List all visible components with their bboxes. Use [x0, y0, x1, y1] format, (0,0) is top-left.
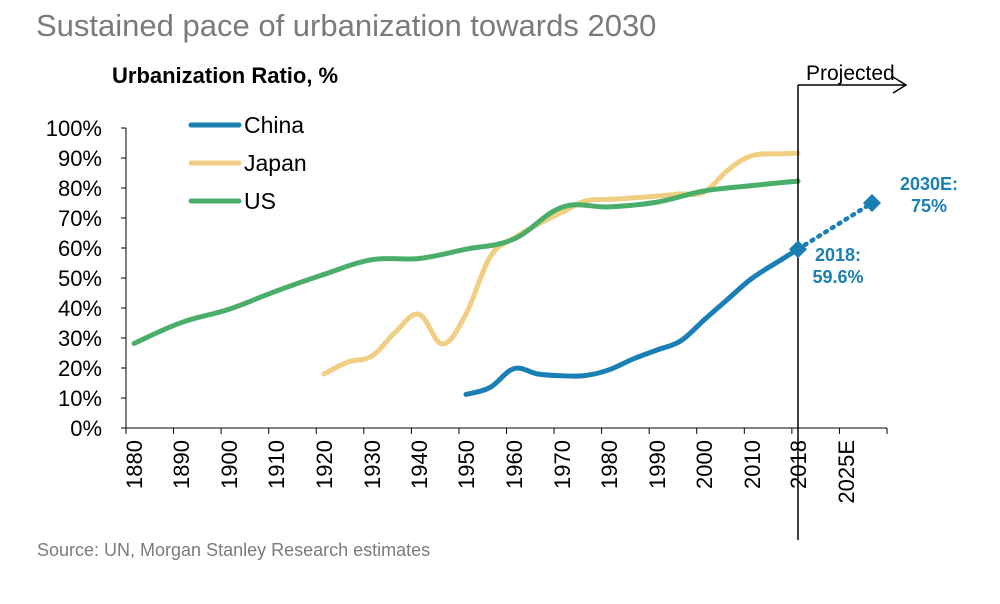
x-tick-label: 1980	[597, 440, 622, 489]
chart-title: Urbanization Ratio, %	[112, 63, 338, 88]
y-tick-label: 90%	[58, 146, 102, 171]
y-tick-label: 40%	[58, 296, 102, 321]
x-axis: 1880 1890 1900 1910 1920 1930 1940 1950 1960 1970…	[122, 427, 888, 504]
x-tick-label: 2000	[692, 440, 717, 489]
series-line-us	[131, 178, 801, 346]
x-tick-label: 1930	[360, 440, 385, 489]
series-layer	[131, 150, 801, 397]
x-tick-label: 1880	[122, 440, 147, 489]
china-annotation-label: 75%	[911, 196, 947, 216]
y-tick-label: 10%	[58, 386, 102, 411]
page-title: Sustained pace of urbanization towards 2…	[36, 8, 657, 43]
y-axis: 0% 10% 20% 30% 40% 50% 60% 70% 80% 90% 100%	[46, 116, 127, 441]
x-tick-label: 1920	[312, 440, 337, 489]
projection-layer: Projected	[789, 62, 908, 540]
china-annotation-label: 2030E:	[900, 174, 958, 194]
legend-label-us: US	[244, 188, 276, 214]
y-tick-label: 60%	[58, 236, 102, 261]
x-tick-label: 1970	[550, 440, 575, 489]
series-line-china	[463, 246, 801, 397]
x-tick-label: 1890	[169, 440, 194, 489]
x-tick-label: 1910	[264, 440, 289, 489]
china-projection-line	[795, 200, 875, 252]
x-tick-label: 2010	[740, 440, 765, 489]
x-tick-label: 1950	[454, 440, 479, 489]
y-tick-label: 20%	[58, 356, 102, 381]
x-tick-label: 1960	[502, 440, 527, 489]
y-tick-label: 0%	[70, 416, 102, 441]
legend: China Japan US	[188, 112, 307, 214]
x-tick-label: 1990	[645, 440, 670, 489]
series-line-japan	[321, 150, 801, 377]
china-marker-2030e	[863, 194, 881, 212]
legend-label-japan: Japan	[244, 150, 307, 176]
china-marker-2018	[789, 240, 807, 259]
y-tick-label: 70%	[58, 206, 102, 231]
y-tick-label: 100%	[46, 116, 102, 141]
y-tick-label: 50%	[58, 266, 102, 291]
x-tick-label: 1940	[407, 440, 432, 489]
projection-arrow-head	[892, 76, 908, 94]
annotations: 2018:59.6% 2030E:75%	[812, 174, 958, 287]
china-annotation-label: 59.6%	[812, 267, 863, 287]
x-tick-label: 2025E	[834, 440, 859, 504]
projection-label: Projected	[806, 62, 895, 85]
source-note: Source: UN, Morgan Stanley Research esti…	[37, 540, 431, 560]
legend-label-china: China	[244, 112, 304, 138]
x-tick-label: 1900	[217, 440, 242, 489]
y-tick-label: 30%	[58, 326, 102, 351]
china-annotation-label: 2018:	[815, 245, 861, 265]
y-tick-label: 80%	[58, 176, 102, 201]
